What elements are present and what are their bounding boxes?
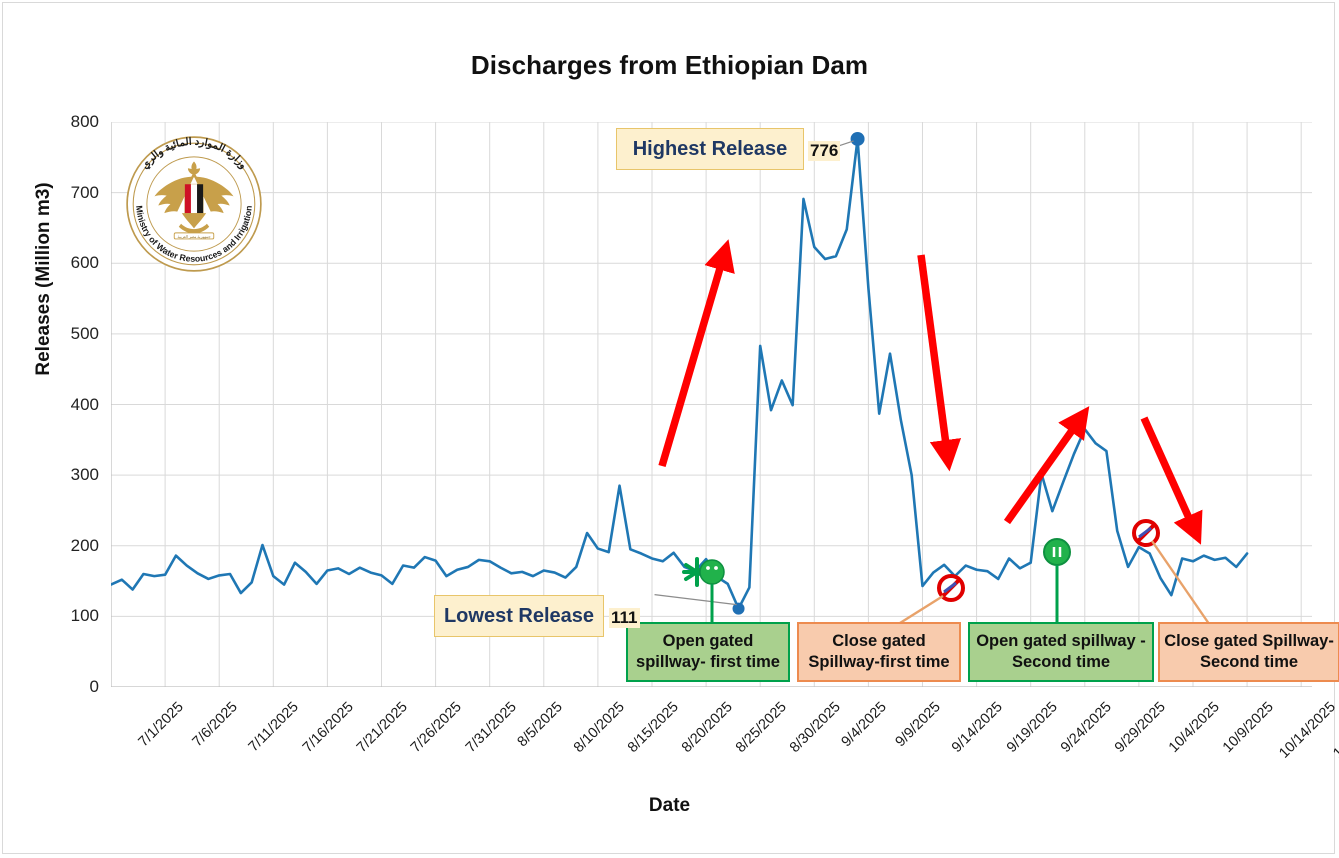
svg-text:جمهورية مصر العربية: جمهورية مصر العربية bbox=[177, 234, 211, 239]
highest-release-value: 776 bbox=[808, 141, 841, 161]
x-tick-9/9/2025: 9/9/2025 bbox=[892, 699, 945, 751]
x-tick-8/20/2025: 8/20/2025 bbox=[678, 699, 736, 756]
open-valve-marker-second bbox=[1043, 538, 1071, 566]
close-valve-marker-second bbox=[1132, 519, 1160, 547]
x-tick-10/9/2025: 10/9/2025 bbox=[1219, 699, 1277, 756]
x-tick-7/16/2025: 7/16/2025 bbox=[300, 699, 358, 756]
x-tick-9/4/2025: 9/4/2025 bbox=[838, 699, 891, 751]
rise-arrow-second bbox=[1003, 406, 1090, 525]
y-tick-200: 200 bbox=[70, 535, 99, 555]
eagle-of-saladin-emblem: جمهورية مصر العربية bbox=[154, 161, 234, 240]
x-tick-7/21/2025: 7/21/2025 bbox=[354, 699, 412, 756]
lowest-release-callout: Lowest Release bbox=[434, 595, 604, 637]
x-tick-9/24/2025: 9/24/2025 bbox=[1057, 699, 1115, 756]
rise-arrow-first bbox=[658, 239, 735, 468]
x-tick-7/1/2025: 7/1/2025 bbox=[135, 699, 187, 751]
close-spillway-first-callout: Close gated Spillway-first time bbox=[797, 622, 961, 682]
y-tick-0: 0 bbox=[89, 677, 99, 696]
y-tick-600: 600 bbox=[70, 253, 99, 273]
y-tick-800: 800 bbox=[70, 112, 99, 131]
y-tick-700: 700 bbox=[70, 182, 99, 202]
x-tick-10/14/2025: 10/14/2025 bbox=[1276, 699, 1339, 762]
ministry-of-water-resources-and-irrigation-logo: وزارة الموارد المائية والري Ministry of … bbox=[126, 136, 262, 272]
y-axis-title: Releases (Million m3) bbox=[33, 182, 54, 376]
x-axis-tick-labels: 7/1/2025 7/6/2025 7/11/2025 7/16/2025 7/21/2… bbox=[0, 693, 1339, 803]
fall-arrow-second bbox=[1140, 416, 1203, 545]
releases-line bbox=[111, 137, 1249, 610]
y-tick-500: 500 bbox=[70, 323, 99, 343]
chart-title: Discharges from Ethiopian Dam bbox=[470, 50, 869, 80]
x-tick-7/26/2025: 7/26/2025 bbox=[408, 699, 466, 756]
x-tick-7/31/2025: 7/31/2025 bbox=[462, 699, 520, 756]
x-tick-9/19/2025: 9/19/2025 bbox=[1003, 699, 1061, 756]
gridlines bbox=[111, 122, 1312, 687]
close-second-connector bbox=[1151, 540, 1217, 635]
lowest-leader-line bbox=[654, 594, 737, 606]
close-spillway-second-callout: Close gated Spillway-Second time bbox=[1158, 622, 1339, 682]
lowest-release-marker bbox=[732, 602, 745, 615]
x-tick-10/4/2025: 10/4/2025 bbox=[1165, 699, 1223, 756]
x-tick-8/30/2025: 8/30/2025 bbox=[787, 699, 845, 756]
x-tick-9/29/2025: 9/29/2025 bbox=[1111, 699, 1169, 756]
fall-arrow-first bbox=[917, 254, 962, 472]
y-tick-300: 300 bbox=[70, 465, 99, 485]
x-tick-8/15/2025: 8/15/2025 bbox=[624, 699, 682, 756]
open-spillway-first-callout: Open gated spillway- first time bbox=[626, 622, 790, 682]
x-tick-7/11/2025: 7/11/2025 bbox=[245, 699, 302, 756]
x-axis-title: Date bbox=[648, 795, 691, 816]
plot-area bbox=[111, 122, 1312, 687]
highest-release-marker bbox=[850, 131, 865, 146]
x-tick-7/6/2025: 7/6/2025 bbox=[189, 699, 241, 751]
chart-canvas bbox=[111, 122, 1312, 687]
open-valve-marker-first bbox=[682, 557, 725, 587]
highest-release-callout: Highest Release bbox=[616, 128, 804, 170]
y-tick-400: 400 bbox=[70, 394, 99, 414]
lowest-release-value: 111 bbox=[609, 608, 640, 628]
x-tick-8/10/2025: 8/10/2025 bbox=[570, 699, 628, 756]
x-tick-8/25/2025: 8/25/2025 bbox=[732, 699, 790, 756]
open-spillway-second-callout: Open gated spillway - Second time bbox=[968, 622, 1154, 682]
y-tick-100: 100 bbox=[70, 606, 99, 626]
x-tick-9/14/2025: 9/14/2025 bbox=[949, 699, 1007, 756]
close-valve-marker-first bbox=[937, 574, 965, 602]
x-tick-8/5/2025: 8/5/2025 bbox=[514, 699, 566, 751]
